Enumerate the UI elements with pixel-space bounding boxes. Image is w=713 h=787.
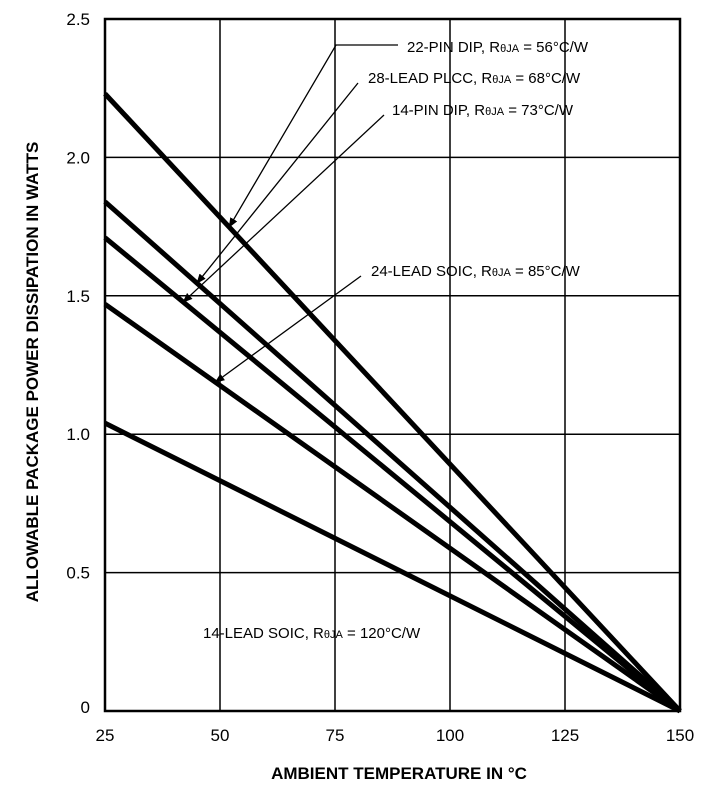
series-annotation-tail-2: = 73°C/W	[504, 102, 574, 119]
series-annotation-sub-2: θJA	[485, 106, 505, 118]
series-annotation-arrow-0	[228, 44, 398, 228]
series-line-1	[103, 199, 682, 713]
series-annotations: 22-PIN DIP, RθJA = 56°C/W28-LEAD PLCC, R…	[182, 39, 589, 642]
y-tick-label-2: 1.0	[66, 425, 90, 444]
series-annotation-tail-3: = 85°C/W	[511, 263, 581, 280]
series-line-4	[103, 420, 682, 714]
y-tick-label-3: 1.5	[66, 287, 90, 306]
series-annotation-tail-1: = 68°C/W	[511, 70, 581, 87]
series-annotation-sub-4: θJA	[324, 629, 344, 641]
y-axis-title: ALLOWABLE PACKAGE POWER DISSIPATION IN W…	[23, 142, 42, 603]
series-annotation-sub-3: θJA	[492, 267, 512, 279]
series-annotation-1: 28-LEAD PLCC, RθJA = 68°C/W	[368, 70, 581, 87]
series-annotation-main-4: 14-LEAD SOIC, R	[203, 625, 324, 642]
series-annotation-4: 14-LEAD SOIC, RθJA = 120°C/W	[203, 625, 421, 642]
plot-frame	[103, 17, 682, 713]
x-tick-label-0: 25	[96, 726, 115, 745]
y-tick-label-1: 0.5	[66, 564, 90, 583]
series-annotation-sub-1: θJA	[492, 74, 512, 86]
series-annotation-arrow-3	[214, 275, 362, 383]
x-tick-label-2: 75	[326, 726, 345, 745]
series-annotation-arrow-2	[182, 114, 385, 303]
series-annotation-main-3: 24-LEAD SOIC, R	[371, 263, 492, 280]
series-annotation-3: 24-LEAD SOIC, RθJA = 85°C/W	[371, 263, 581, 280]
x-tick-label-1: 50	[211, 726, 230, 745]
x-tick-label-4: 125	[551, 726, 579, 745]
series-line-3	[103, 302, 682, 714]
series-annotation-tail-0: = 56°C/W	[519, 39, 589, 56]
series-annotation-main-2: 14-PIN DIP, R	[392, 102, 485, 119]
series-annotation-tail-4: = 120°C/W	[343, 625, 421, 642]
series-annotation-main-1: 28-LEAD PLCC, R	[368, 70, 492, 87]
series-annotation-2: 14-PIN DIP, RθJA = 73°C/W	[392, 102, 574, 119]
x-axis-title: AMBIENT TEMPERATURE IN °C	[271, 764, 527, 783]
grid-lines	[105, 19, 680, 711]
series-line-0	[103, 92, 682, 713]
y-tick-label-0: 0	[81, 698, 90, 717]
x-tick-label-5: 150	[666, 726, 694, 745]
series-annotation-0: 22-PIN DIP, RθJA = 56°C/W	[407, 39, 589, 56]
series-lines	[103, 92, 682, 714]
series-annotation-sub-0: θJA	[500, 43, 520, 55]
y-tick-labels: 0 0.5 1.0 1.5 2.0 2.5	[66, 10, 90, 717]
series-annotation-arrow-1	[196, 82, 359, 284]
y-tick-label-4: 2.0	[66, 148, 90, 167]
y-tick-label-5: 2.5	[66, 10, 90, 29]
series-line-2	[103, 235, 682, 713]
series-annotation-main-0: 22-PIN DIP, R	[407, 39, 500, 56]
x-tick-labels: 25 50 75 100 125 150	[96, 726, 695, 745]
x-tick-label-3: 100	[436, 726, 464, 745]
